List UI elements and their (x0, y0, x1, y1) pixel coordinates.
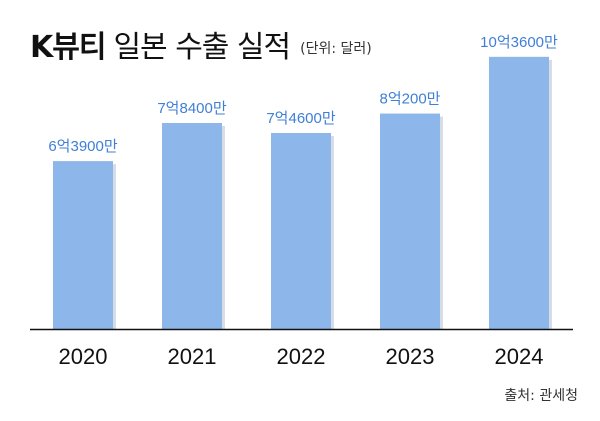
bar-2022 (271, 133, 331, 329)
data-label: 7억8400만 (157, 100, 227, 117)
bar-2020 (53, 161, 113, 329)
bar-2023 (380, 113, 440, 330)
x-tick-label: 2020 (59, 344, 108, 369)
title-bold: K뷰티 (30, 30, 106, 65)
x-tick-label: 2022 (277, 344, 326, 369)
title-rest: 일본 수출 실적 (113, 30, 291, 65)
x-tick-label: 2024 (495, 344, 544, 369)
bar-2024 (489, 56, 549, 329)
chart-title: K뷰티 일본 수출 실적 (단위: 달러) (30, 22, 372, 66)
source-note: 출처: 관세청 (504, 388, 578, 404)
bar-2021 (162, 123, 222, 329)
data-label: 6억3900만 (48, 138, 118, 155)
data-label: 8억200만 (380, 91, 441, 108)
data-label: 10억3600만 (480, 34, 558, 51)
data-label: 7억4600만 (266, 110, 336, 127)
x-tick-label: 2023 (386, 344, 435, 369)
unit-label: (단위: 달러) (300, 41, 372, 57)
x-tick-label: 2021 (168, 344, 217, 369)
